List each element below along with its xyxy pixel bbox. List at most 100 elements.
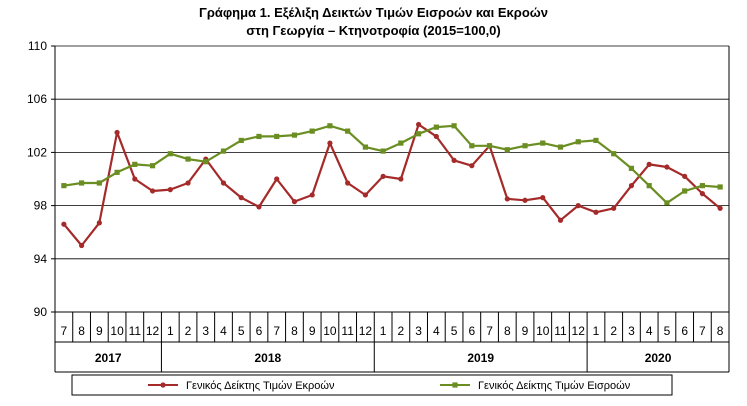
x-tick-label: 3 (628, 324, 635, 338)
x-tick-label: 8 (504, 324, 511, 338)
series-line-1 (63, 123, 721, 247)
data-point (504, 147, 510, 153)
data-point (61, 183, 67, 189)
chart-title-line2: στη Γεωργία – Κτηνοτροφία (2015=100,0) (246, 23, 501, 38)
y-axis-ticks: 90 94 98 102 106 110 (27, 39, 55, 319)
x-tick-label: 7 (273, 324, 280, 338)
x-tick-label: 5 (238, 324, 245, 338)
y-tick-label: 110 (28, 39, 47, 53)
x-tick-label: 2 (610, 324, 617, 338)
x-tick-label: 7 (486, 324, 493, 338)
data-point (61, 221, 67, 227)
legend-label: Γενικός Δείκτης Τιμών Εκροών (186, 380, 335, 392)
y-tick-label: 106 (27, 92, 47, 106)
x-tick-label: 12 (572, 324, 586, 338)
data-point (256, 204, 262, 210)
data-point (504, 196, 510, 202)
data-point (717, 205, 723, 211)
data-point (699, 183, 705, 189)
data-point (309, 128, 315, 134)
data-point (664, 200, 670, 206)
x-tick-label: 9 (96, 324, 103, 338)
data-point (291, 199, 298, 205)
data-point (327, 140, 333, 146)
data-point (699, 191, 705, 197)
data-point (469, 143, 475, 149)
series-line-2 (63, 124, 721, 204)
x-tick-label: 8 (717, 324, 724, 338)
x-tick-label: 11 (129, 324, 142, 338)
x-tick-label: 11 (554, 324, 567, 338)
x-tick-label: 1 (380, 324, 387, 338)
x-tick-label: 2 (185, 324, 192, 338)
data-point (380, 148, 386, 154)
x-tick-label: 5 (451, 324, 458, 338)
legend-marker (160, 382, 166, 388)
gridlines (55, 45, 729, 313)
data-point (345, 180, 351, 186)
data-point (167, 187, 173, 193)
x-tick-label: 4 (646, 324, 653, 338)
data-point (220, 148, 227, 154)
x-tick-label: 1 (167, 324, 174, 338)
x-tick-label: 4 (220, 324, 227, 338)
data-point (469, 163, 475, 169)
data-point (451, 123, 457, 129)
x-tick-label: 9 (522, 324, 529, 338)
data-point (593, 137, 599, 144)
x-tick-label: 1 (593, 324, 600, 338)
data-point (149, 163, 156, 169)
data-point (309, 192, 315, 198)
x-tick-label: 9 (309, 324, 316, 338)
data-point (291, 132, 298, 138)
data-point (238, 137, 244, 144)
data-point (149, 188, 156, 194)
x-tick-label: 7 (699, 324, 706, 338)
series-lines (61, 121, 723, 249)
chart-title-line1: Γράφημα 1. Εξέλιξη Δεικτών Τιμών Εισροών… (199, 5, 548, 20)
data-point (362, 192, 368, 198)
legend-label: Γενικός Δείκτης Τιμών Εισροών (478, 380, 631, 392)
x-tick-label: 3 (415, 324, 422, 338)
data-point (79, 242, 85, 249)
data-point (486, 143, 493, 149)
data-point (96, 180, 102, 186)
x-tick-label: 6 (681, 324, 688, 338)
data-point (522, 143, 528, 149)
y-tick-label: 98 (34, 199, 48, 213)
data-point (96, 220, 102, 226)
data-point (682, 188, 688, 194)
data-point (238, 195, 244, 201)
x-tick-label: 12 (146, 324, 160, 338)
data-point (433, 124, 439, 130)
data-point (274, 176, 280, 182)
data-point (114, 169, 120, 175)
data-point (167, 151, 173, 157)
data-point (203, 159, 209, 165)
x-tick-label: 2 (398, 324, 405, 338)
x-tick-label: 11 (341, 324, 354, 338)
x-tick-label: 7 (61, 324, 68, 338)
legend: Γενικός Δείκτης Τιμών Εκροών Γενικός Δείκ… (71, 374, 673, 396)
data-point (398, 140, 404, 146)
x-tick-label: 6 (256, 324, 263, 338)
data-point (575, 139, 581, 145)
data-point (628, 183, 635, 189)
x-tick-label: 8 (78, 324, 85, 338)
data-point (185, 156, 191, 162)
data-point (664, 164, 670, 170)
legend-box (71, 374, 673, 396)
data-point (114, 129, 120, 136)
data-point (611, 151, 617, 157)
data-point (557, 217, 564, 223)
y-tick-label: 90 (34, 305, 48, 319)
data-point (380, 173, 386, 179)
x-tick-label: 4 (433, 324, 440, 338)
data-point (79, 180, 85, 186)
data-point (717, 184, 723, 190)
data-point (132, 176, 138, 182)
data-point (646, 161, 652, 167)
data-point (611, 205, 617, 211)
data-point (132, 161, 138, 167)
